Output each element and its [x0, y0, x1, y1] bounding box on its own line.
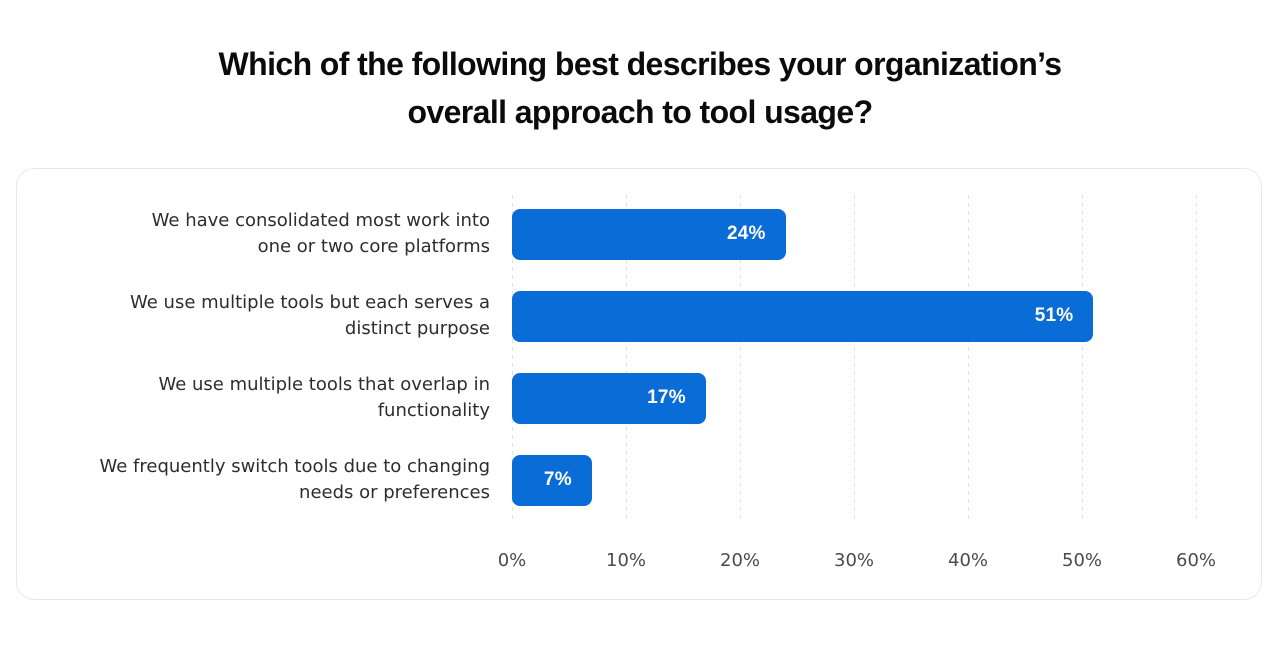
x-axis: 0% 10% 20% 30% 40% 50% 60%: [498, 550, 1216, 574]
category-label-line: We frequently switch tools due to changi…: [99, 456, 491, 477]
category-label: We frequently switch tools due to changi…: [17, 454, 512, 506]
category-label-line: distinct purpose: [344, 318, 490, 339]
bar-track: 51%: [512, 290, 1196, 342]
bar-value-label: 7%: [543, 469, 572, 490]
bar: 17%: [512, 372, 706, 424]
x-axis-tick-label: 10%: [605, 550, 647, 571]
bar-row: We frequently switch tools due to changi…: [17, 454, 1261, 506]
plot-area: We have consolidated most work into one o…: [17, 195, 1261, 520]
bar-value-label: 24%: [726, 223, 766, 244]
category-label: We use multiple tools but each serves a d…: [17, 290, 512, 342]
category-label-line: We use multiple tools but each serves a: [130, 292, 490, 313]
bar-track: 7%: [512, 454, 1196, 506]
bar-value-label: 51%: [1034, 305, 1074, 326]
chart-title-line-1: Which of the following best describes yo…: [218, 46, 1063, 82]
chart-card: We have consolidated most work into one o…: [16, 168, 1262, 600]
chart-title: Which of the following best describes yo…: [0, 40, 1280, 136]
bar-value-label: 17%: [647, 387, 686, 408]
bar: 7%: [512, 454, 592, 506]
category-label: We have consolidated most work into one o…: [17, 208, 512, 260]
category-label: We use multiple tools that overlap in fun…: [17, 372, 512, 424]
x-axis-tick-label: 40%: [947, 550, 989, 571]
bar-track: 17%: [512, 372, 1196, 424]
category-label-line: one or two core platforms: [257, 236, 490, 257]
bar-row: We have consolidated most work into one o…: [17, 208, 1261, 260]
bar-row: We use multiple tools but each serves a d…: [17, 290, 1261, 342]
category-label-line: We have consolidated most work into: [151, 210, 490, 231]
chart-title-line-2: overall approach to tool usage?: [407, 94, 873, 130]
bar: 24%: [512, 208, 786, 260]
category-label-line: needs or preferences: [299, 482, 490, 503]
x-axis-tick-label: 50%: [1061, 550, 1103, 571]
bar-row: We use multiple tools that overlap in fun…: [17, 372, 1261, 424]
bar-track: 24%: [512, 208, 1196, 260]
x-axis-tick-label: 30%: [833, 550, 875, 571]
x-axis-tick-label: 20%: [719, 550, 761, 571]
category-label-line: We use multiple tools that overlap in: [158, 374, 490, 395]
x-axis-tick-label: 0%: [497, 550, 527, 571]
category-label-line: functionality: [377, 400, 490, 421]
bar-chart: We have consolidated most work into one o…: [17, 195, 1261, 574]
bar: 51%: [512, 290, 1094, 342]
x-axis-tick-label: 60%: [1175, 550, 1217, 571]
